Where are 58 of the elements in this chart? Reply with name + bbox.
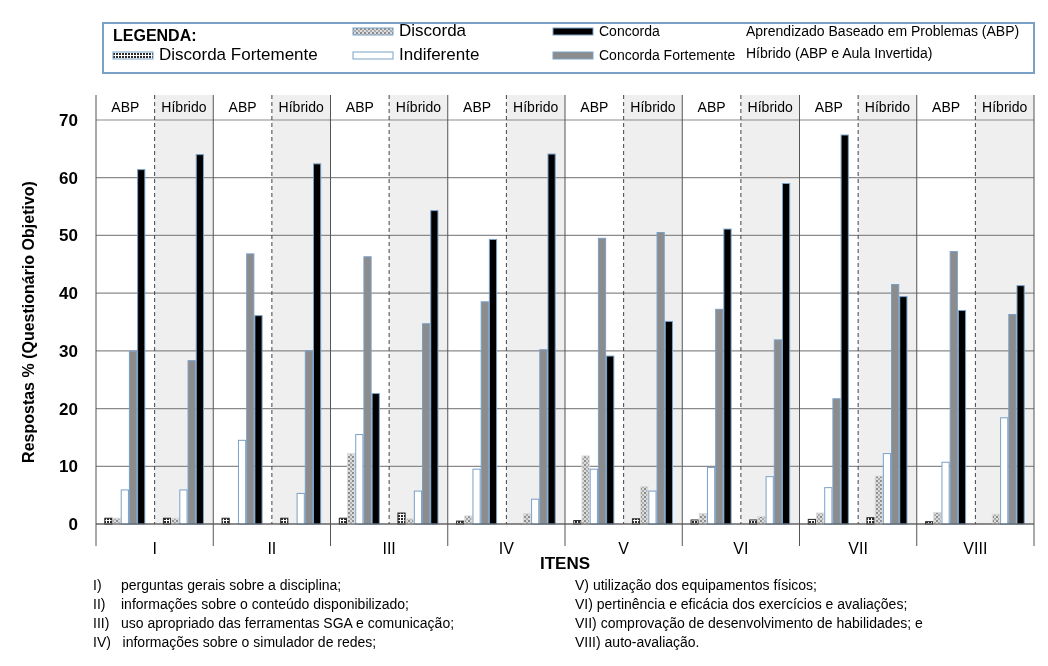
text: I	[152, 540, 157, 557]
legend-title: LEGENDA:	[113, 27, 197, 44]
text: V) utilização dos equipamentos físicos;	[575, 577, 818, 593]
x-tick-label: Híbrido	[982, 99, 1028, 115]
text: I) perguntas gerais sobre a disciplina;	[93, 577, 342, 593]
y-tick-label: 40	[59, 284, 78, 304]
text: IV) informações sobre o simulador de redes;	[93, 634, 377, 650]
text: Híbrido (ABP e Aula Invertida)	[746, 45, 933, 61]
y-tick-label: 0	[68, 515, 78, 534]
x-tick-label: ABP	[111, 99, 140, 115]
bar	[816, 512, 825, 525]
bar	[581, 455, 590, 525]
y-tick-label: 10	[59, 457, 78, 477]
x-tick-label: Híbrido	[395, 99, 442, 115]
text: III	[382, 540, 396, 557]
text: II	[267, 540, 277, 557]
text: VI	[733, 540, 749, 557]
x-tick-label: ABP	[228, 99, 257, 115]
text: VI) pertinência e eficácia dos exercícios e avaliações;	[575, 596, 908, 612]
text: VIII) auto-avaliação.	[575, 634, 700, 650]
legend-label: Indiferente	[399, 45, 480, 64]
x-tick-label: ABP	[814, 99, 843, 115]
x-tick-label: ABP	[932, 99, 961, 115]
bar	[690, 519, 699, 525]
y-tick-label: 60	[59, 168, 78, 188]
text: IV	[498, 540, 515, 557]
x-tick-label: Híbrido	[747, 99, 793, 115]
legend-label: Concorda Fortemente	[599, 47, 736, 63]
x-tick-label: Híbrido	[278, 99, 324, 115]
text: VIII	[963, 540, 988, 557]
legend-label: Discorda	[399, 21, 467, 40]
x-tick-label: Híbrido	[513, 99, 559, 115]
legend-label: Discorda Fortemente	[159, 45, 318, 64]
x-tick-label: ABP	[345, 99, 374, 115]
text: VII) comprovação de desenvolvimento de habilidades; e	[575, 615, 924, 631]
y-tick-label: 70	[59, 111, 78, 130]
bar	[640, 485, 649, 525]
bar	[874, 475, 883, 525]
x-tick-label: ABP	[580, 99, 609, 115]
x-tick-label: Híbrido	[630, 99, 676, 115]
text: V	[618, 540, 630, 557]
y-tick-label: 30	[59, 341, 78, 361]
y-tick-label: 50	[59, 226, 78, 246]
x-tick-label: ABP	[697, 99, 726, 115]
y-axis-title: Respostas % (Questionário Objetivo)	[20, 181, 37, 463]
x-tick-label: Híbrido	[864, 99, 911, 115]
text: VII	[848, 540, 868, 557]
bar	[397, 512, 406, 525]
text: Aprendizado Baseado em Problemas (ABP)	[746, 23, 1020, 39]
y-tick-label: 20	[59, 399, 78, 419]
legend-label: Concorda	[599, 23, 660, 39]
bar	[405, 518, 414, 525]
x-axis-title: ITENS	[539, 554, 591, 573]
text: II) informações sobre o conteúdo disponibilizado;	[93, 596, 409, 612]
bar	[347, 453, 356, 525]
text: III) uso apropriado das ferramentas SGA e comunicação;	[93, 615, 455, 631]
x-tick-label: ABP	[463, 99, 492, 115]
x-tick-label: Híbrido	[161, 99, 207, 115]
